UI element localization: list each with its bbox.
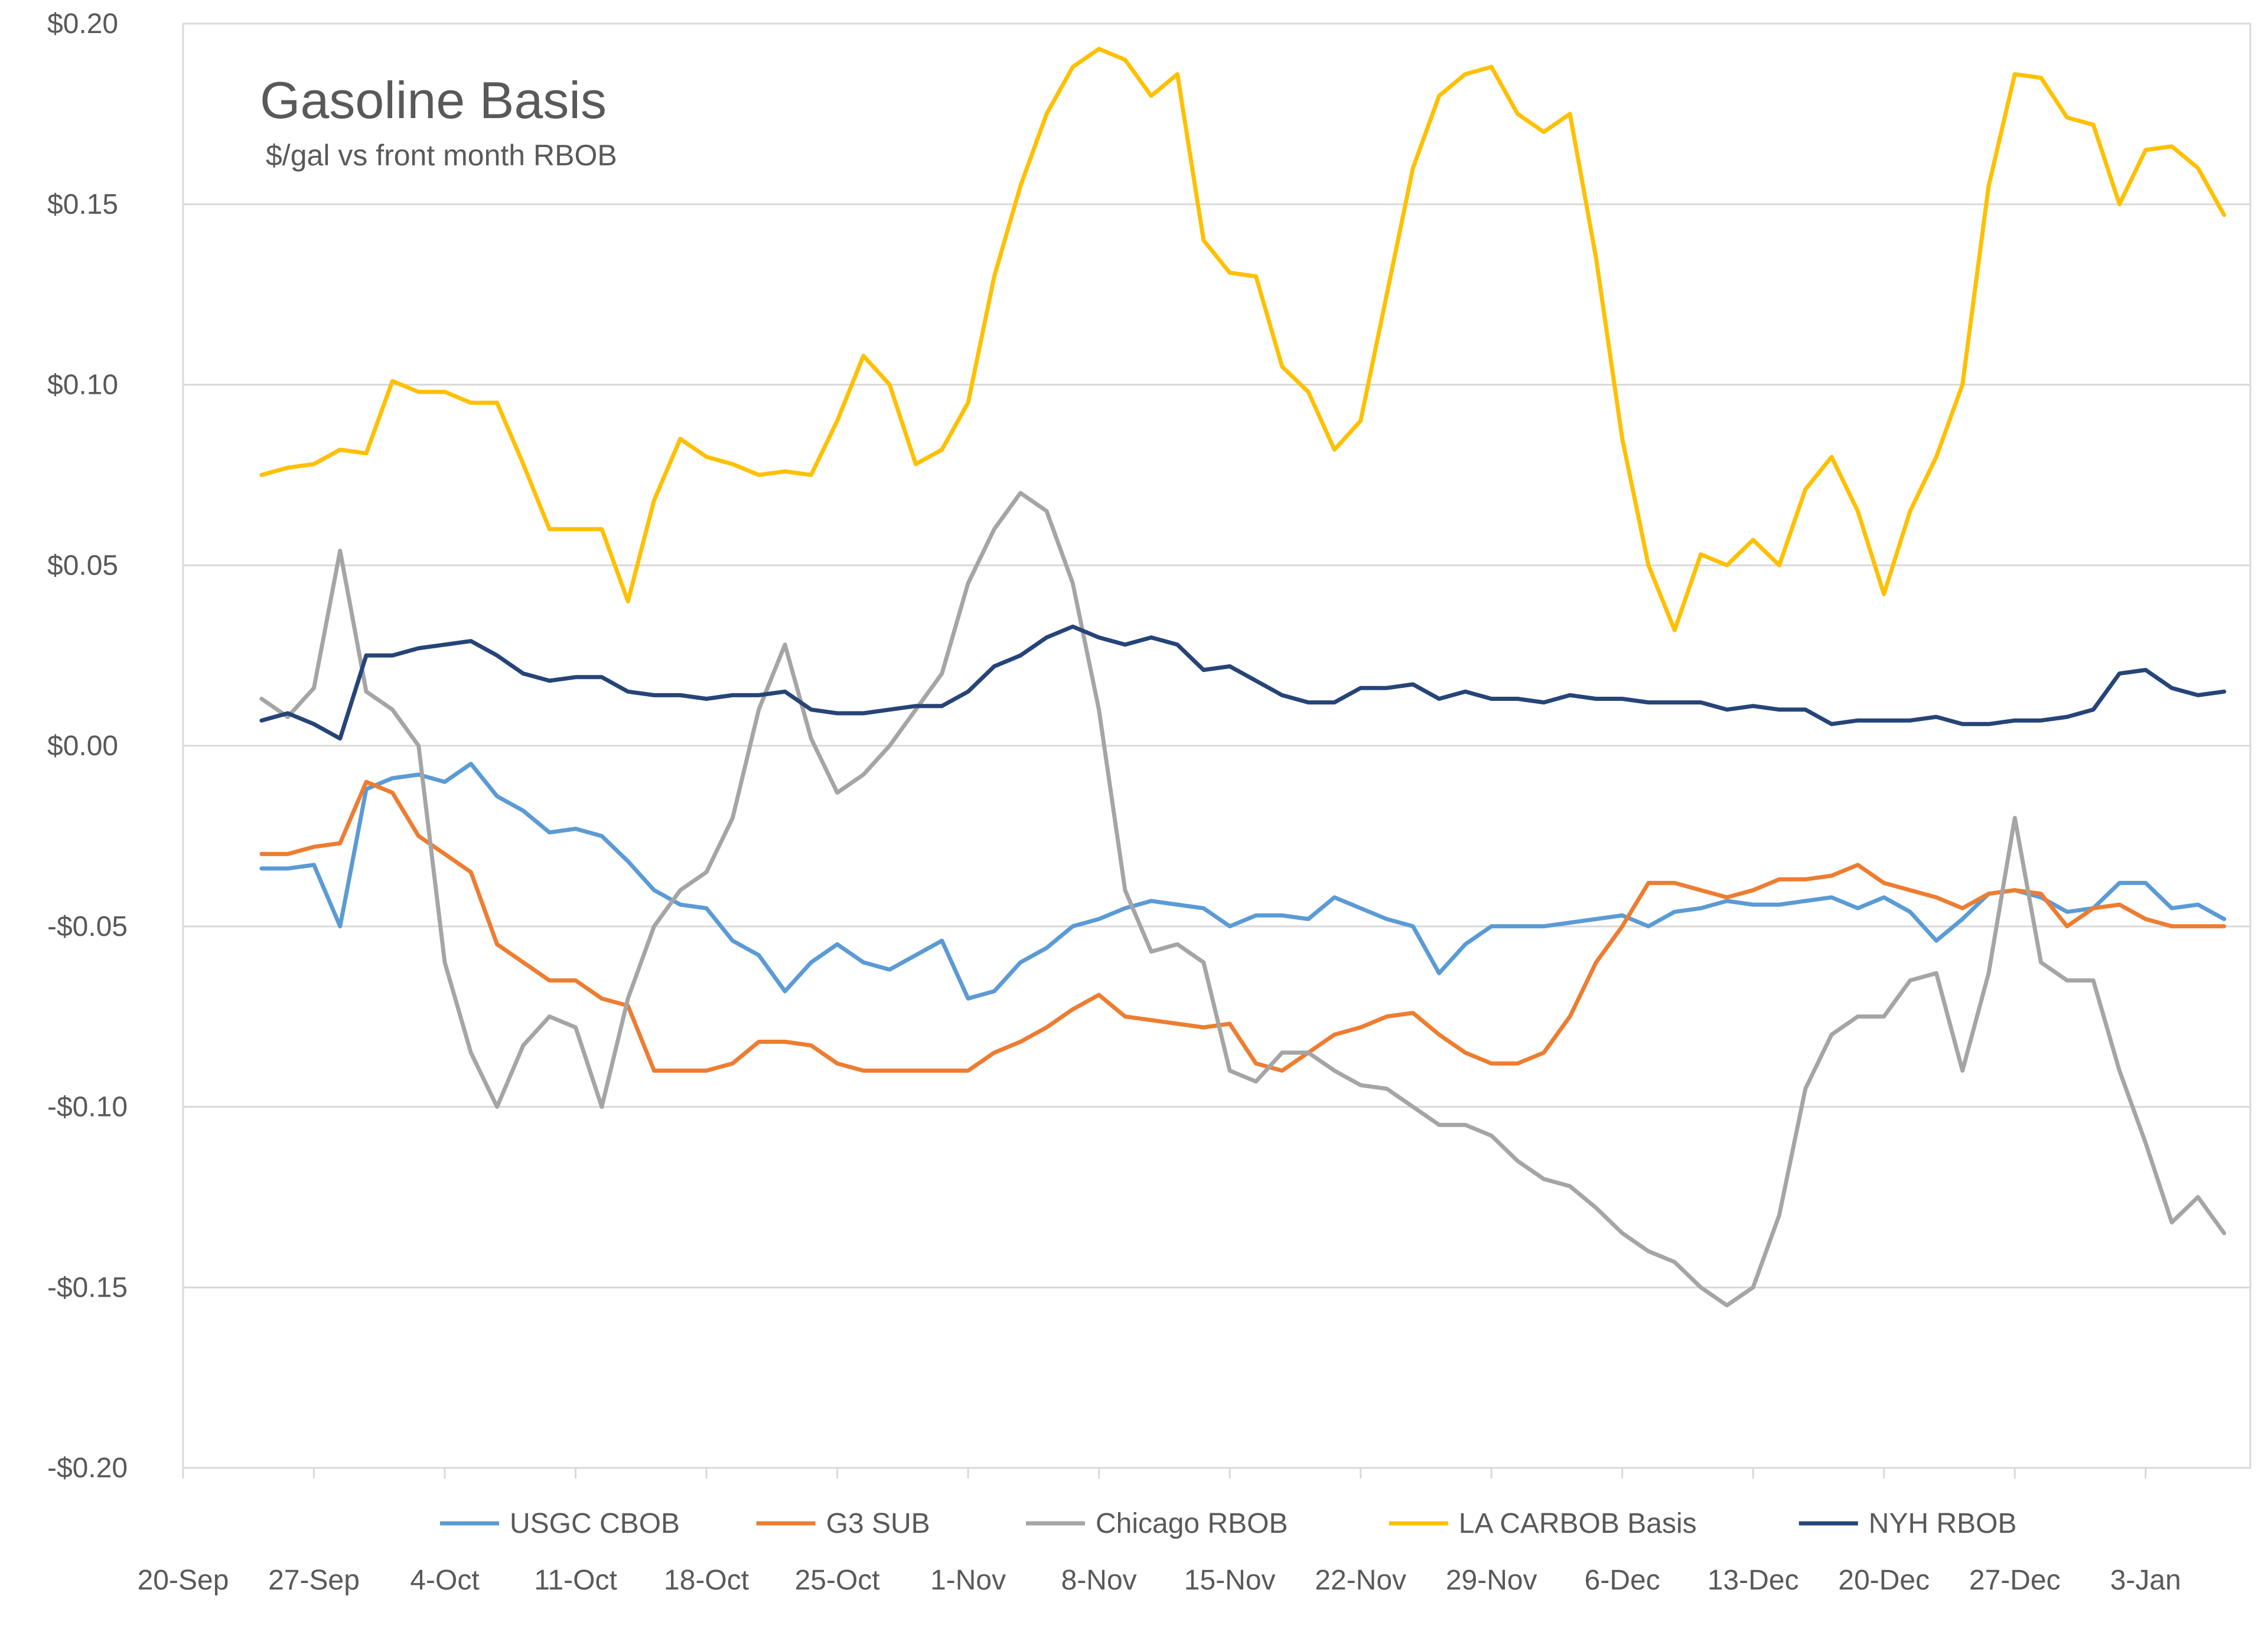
x-tick-label: 18-Oct — [664, 1565, 749, 1596]
x-tick-label: 25-Oct — [795, 1565, 880, 1596]
y-tick-label: -$0.20 — [47, 1453, 128, 1484]
x-tick-label: 15-Nov — [1184, 1565, 1276, 1596]
x-tick-label: 29-Nov — [1446, 1565, 1537, 1596]
x-tick-label: 3-Jan — [2110, 1565, 2181, 1596]
y-tick-label: $0.10 — [47, 370, 118, 401]
x-tick-label: 8-Nov — [1061, 1565, 1137, 1596]
y-tick-label: $0.15 — [47, 189, 118, 220]
x-tick-label: 20-Sep — [138, 1565, 229, 1596]
gasoline-basis-chart: -$0.20 -$0.15 -$0.10 -$0.05 $0.00 $0.05 $0.10 $… — [0, 0, 2268, 1645]
chart-container: -$0.20 -$0.15 -$0.10 -$0.05 $0.00 $0.05 $0.10 $… — [0, 0, 2268, 1645]
y-tick-label: $0.05 — [47, 550, 118, 581]
legend-label-chicago_rbob: Chicago RBOB — [1096, 1508, 1288, 1539]
x-tick-label: 1-Nov — [930, 1565, 1006, 1596]
legend-label-g3_sub: G3 SUB — [826, 1508, 930, 1539]
x-tick-label: 4-Oct — [410, 1565, 479, 1596]
legend-label-usgc_cbob: USGC CBOB — [510, 1508, 680, 1539]
x-tick-label: 27-Dec — [1969, 1565, 2061, 1596]
legend-label-nyh_rbob: NYH RBOB — [1869, 1508, 2017, 1539]
x-tick-label: 11-Oct — [534, 1565, 617, 1596]
x-tick-label: 20-Dec — [1838, 1565, 1930, 1596]
x-tick-label: 6-Dec — [1585, 1565, 1660, 1596]
y-tick-label: -$0.10 — [47, 1092, 128, 1123]
y-tick-label: -$0.05 — [47, 911, 128, 942]
legend-label-la_carbob: LA CARBOB Basis — [1459, 1508, 1697, 1539]
chart-subtitle: $/gal vs front month RBOB — [266, 139, 617, 172]
chart-title: Gasoline Basis — [260, 71, 607, 129]
y-tick-label: $0.20 — [47, 8, 118, 40]
chart-background — [0, 0, 2268, 1645]
x-tick-label: 13-Dec — [1707, 1565, 1799, 1596]
y-tick-label: -$0.15 — [47, 1272, 128, 1303]
x-tick-label: 22-Nov — [1315, 1565, 1406, 1596]
y-tick-label: $0.00 — [47, 730, 118, 762]
x-tick-label: 27-Sep — [268, 1565, 360, 1596]
